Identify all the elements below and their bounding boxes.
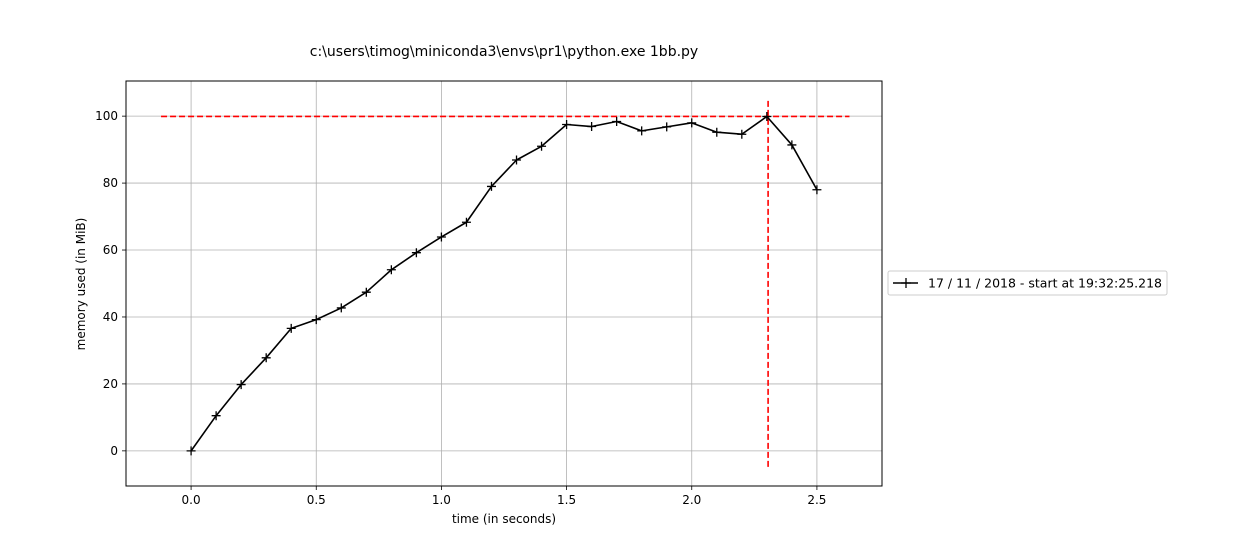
x-axis-ticks: 0.0 0.5 1.0 1.5 2.0 2.5 <box>182 486 826 507</box>
data-point-marker <box>687 118 697 128</box>
data-point-marker <box>612 117 622 126</box>
x-tick-label: 0.5 <box>307 493 326 507</box>
chart-title: c:\users\timog\miniconda3\envs\pr1\pytho… <box>310 44 698 60</box>
data-point-marker <box>286 323 296 333</box>
legend-entry-label: 17 / 11 / 2018 - start at 19:32:25.218 <box>928 276 1162 291</box>
y-tick-label: 100 <box>95 109 118 123</box>
data-point-marker <box>211 411 221 421</box>
y-tick-label: 80 <box>103 176 118 190</box>
x-tick-label: 1.5 <box>557 493 576 507</box>
data-point-marker <box>361 287 371 297</box>
data-point-marker <box>587 122 597 132</box>
data-point-marker <box>712 127 722 137</box>
data-point-marker <box>512 155 522 165</box>
y-axis-label: memory used (in MiB) <box>74 218 88 351</box>
data-point-marker <box>236 380 246 390</box>
data-point-marker <box>562 120 572 130</box>
legend-marker-swatch <box>901 278 911 288</box>
data-point-marker <box>537 141 547 151</box>
y-tick-label: 0 <box>110 444 118 458</box>
data-point-marker <box>637 126 647 136</box>
x-tick-label: 2.0 <box>682 493 701 507</box>
data-point-marker <box>336 303 346 313</box>
data-point-marker <box>787 140 797 150</box>
legend: 17 / 11 / 2018 - start at 19:32:25.218 <box>887 270 1168 296</box>
data-point-marker <box>436 232 446 242</box>
data-point-marker <box>386 265 396 275</box>
data-point-marker <box>762 111 772 121</box>
data-point-marker <box>261 353 271 363</box>
data-point-marker <box>737 129 747 139</box>
x-tick-label: 1.0 <box>432 493 451 507</box>
data-point-marker <box>662 122 672 132</box>
y-tick-label: 60 <box>103 243 118 257</box>
y-tick-label: 20 <box>103 377 118 391</box>
y-axis-ticks: 0 20 40 60 80 100 <box>95 109 126 458</box>
data-point-marker <box>461 217 471 227</box>
data-point-marker <box>186 446 196 456</box>
y-tick-label: 40 <box>103 310 118 324</box>
series-layer <box>186 111 822 456</box>
x-tick-label: 2.5 <box>807 493 826 507</box>
x-axis-label: time (in seconds) <box>452 512 556 526</box>
reference-lines <box>161 98 850 467</box>
series-line <box>190 115 818 452</box>
data-point-marker <box>311 315 321 325</box>
x-tick-label: 0.0 <box>182 493 201 507</box>
data-point-marker <box>486 181 496 191</box>
plot-frame <box>125 80 883 487</box>
data-point-marker <box>411 248 421 258</box>
legend-box <box>887 270 1168 296</box>
data-point-marker <box>812 185 822 195</box>
